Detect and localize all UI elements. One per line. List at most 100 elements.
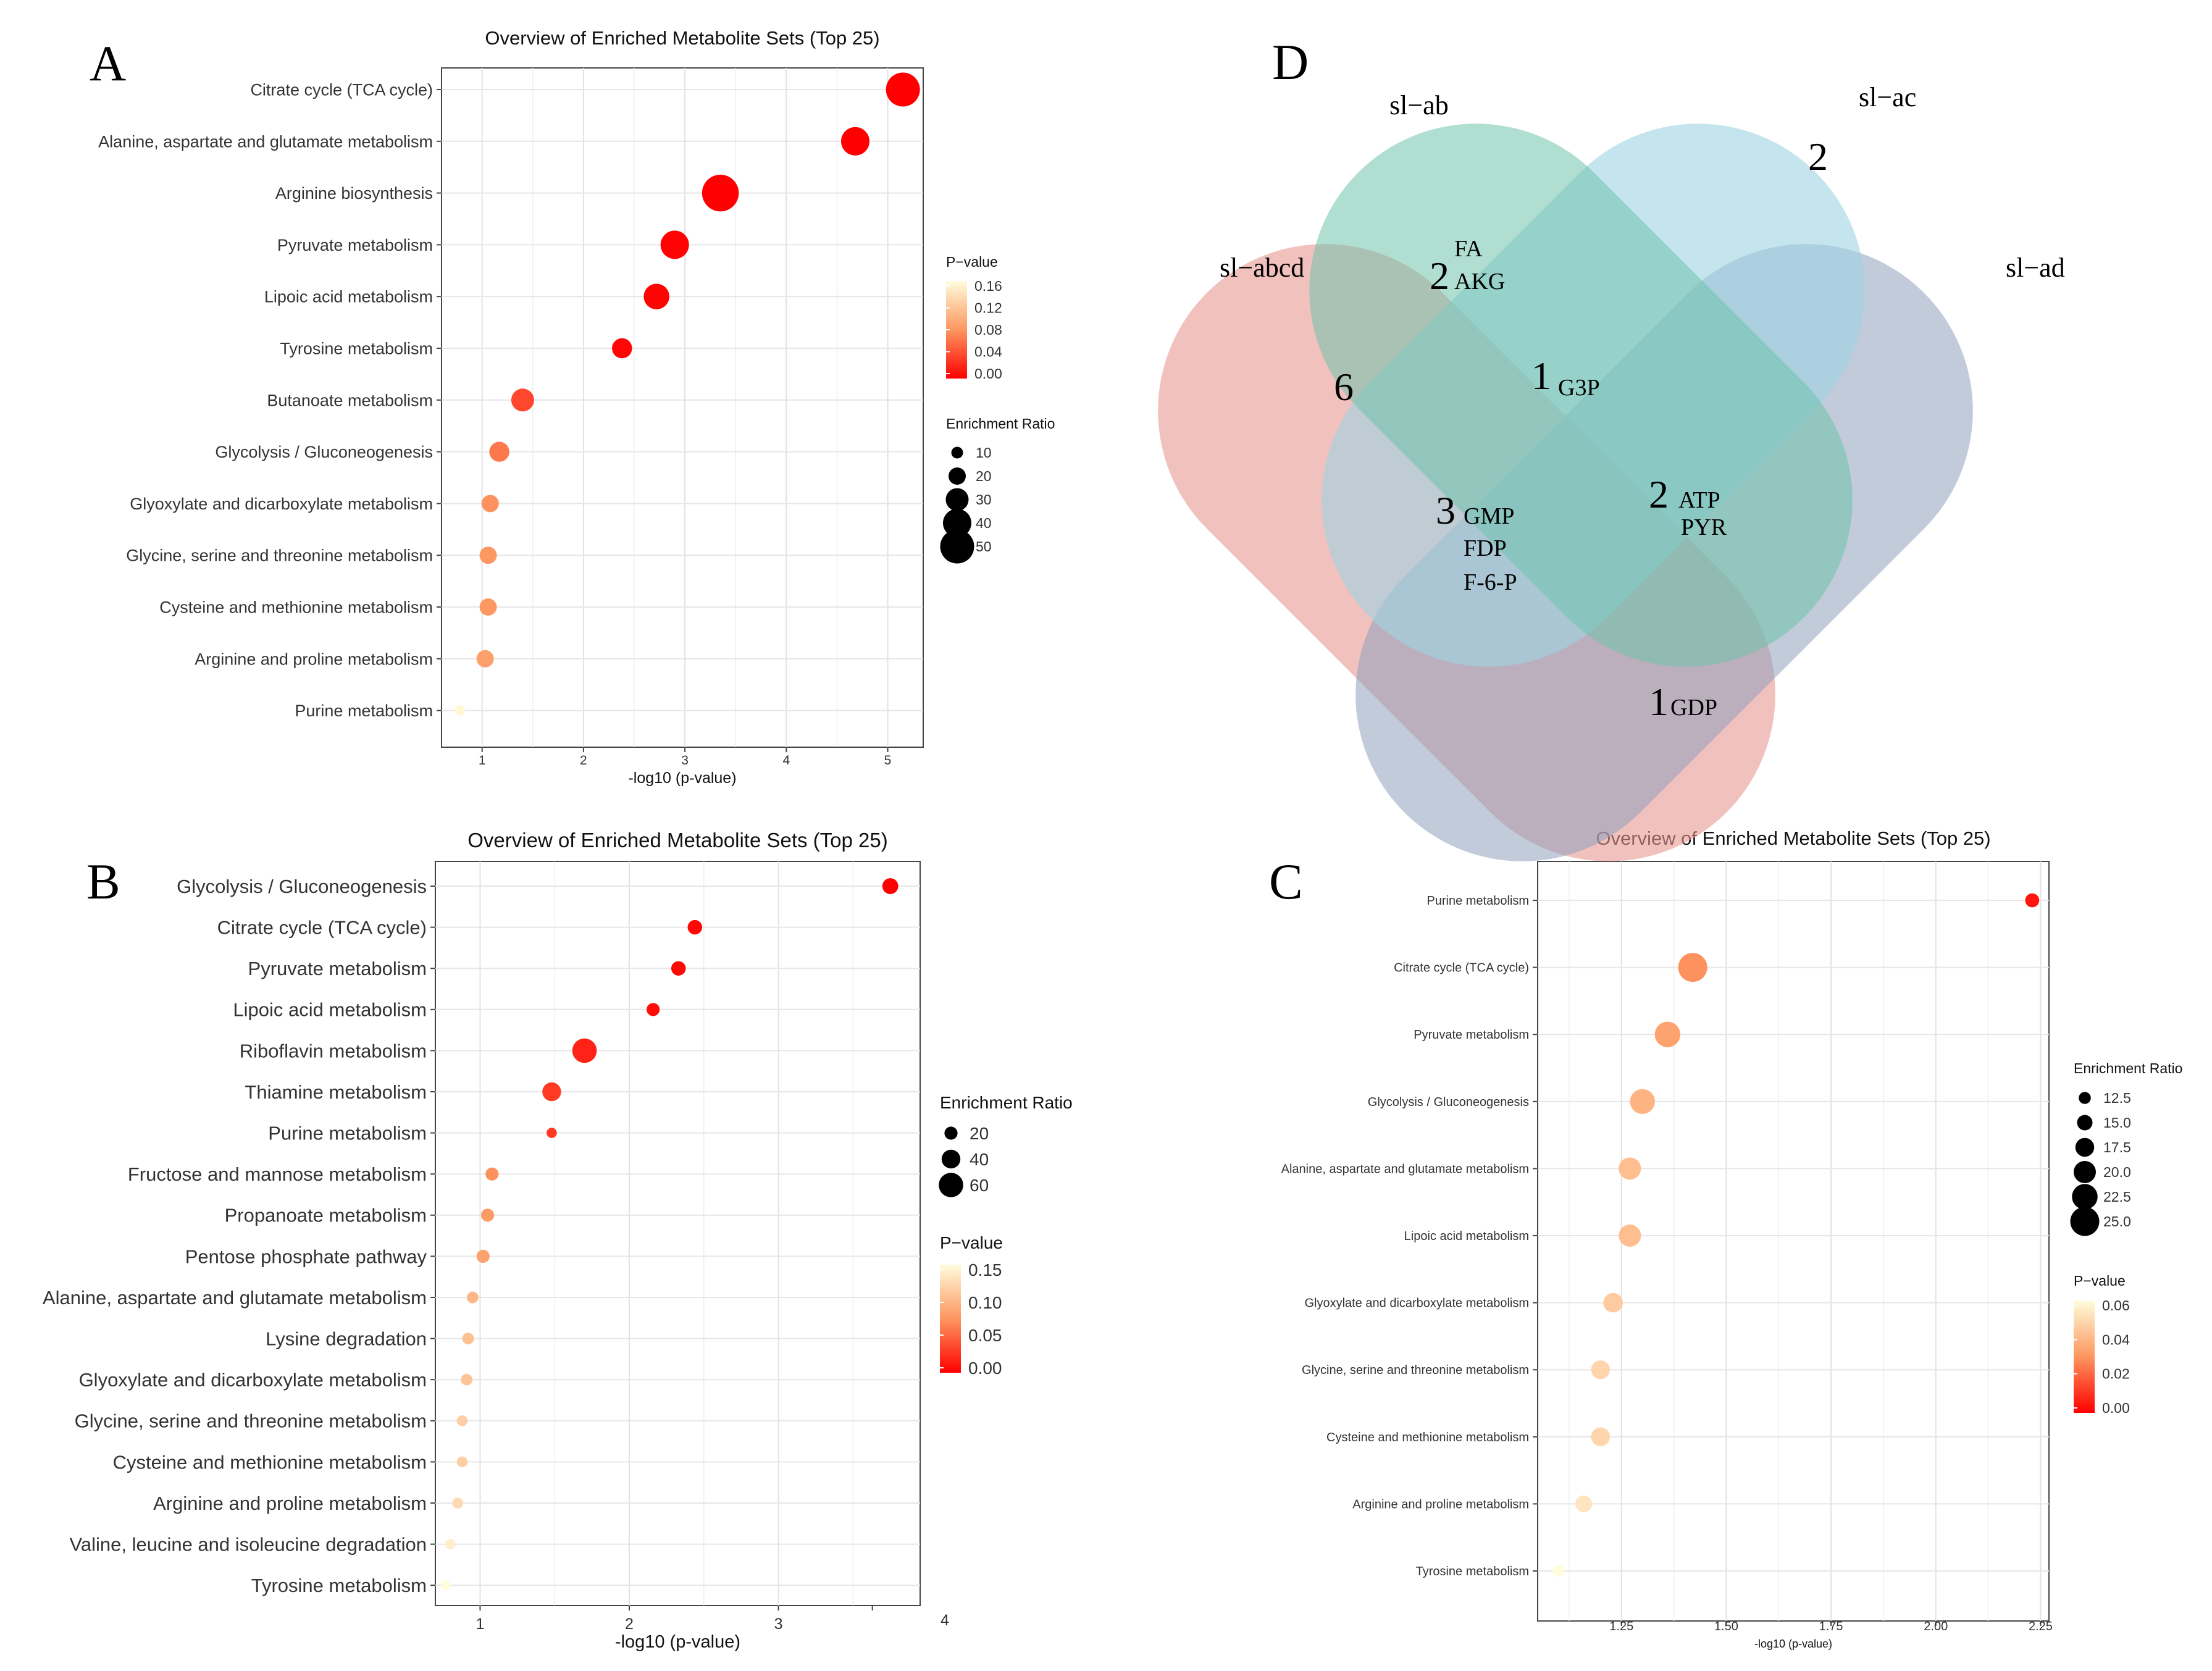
panel-b-category-label: Pentose phosphate pathway <box>185 1246 427 1267</box>
panel-b-plot-area <box>435 861 921 1606</box>
panel-c-size-legend-label: 12.5 <box>2103 1090 2131 1106</box>
panel-a-x-tick-label: 1 <box>479 753 486 768</box>
venn-count-bottom: 1 <box>1649 680 1669 724</box>
panel-c-x-tick-label: 1.75 <box>1819 1620 1843 1633</box>
panel-b-x-tick-label: 4 <box>941 1612 949 1629</box>
venn-metabolite-f6p: F-6-P <box>1464 569 1517 595</box>
panel-a-data-point <box>612 338 632 359</box>
panel-b-data-point <box>466 1291 479 1304</box>
panel-c-size-legend-label: 22.5 <box>2103 1189 2131 1205</box>
panel-c-size-legend-dot <box>2075 1137 2095 1157</box>
panel-c-category-label: Pyruvate metabolism <box>1414 1028 1529 1042</box>
panel-c-data-point <box>1619 1157 1641 1180</box>
venn-metabolite-atp: ATP <box>1678 487 1720 513</box>
panel-a-size-legend-dot <box>943 509 971 537</box>
panel-a-colorbar-label: 0.12 <box>974 300 1002 316</box>
panel-c-category-label: Arginine and proline metabolism <box>1352 1497 1529 1511</box>
chart-panel-a: Overview of Enriched Metabolite Sets (To… <box>98 27 1055 787</box>
panel-c-data-point <box>1619 1225 1641 1247</box>
panel-a-category-label: Glyoxylate and dicarboxylate metabolism <box>130 495 433 513</box>
panel-a-size-legend-title: Enrichment Ratio <box>946 416 1055 432</box>
venn-metabolite-gmp: GMP <box>1464 503 1514 529</box>
panel-a-category-label: Glycine, serine and threonine metabolism <box>126 547 433 565</box>
panel-letter-c: C <box>1269 853 1303 910</box>
panel-a-size-legend-label: 40 <box>976 515 992 531</box>
venn-count-abcd-only: 6 <box>1334 365 1354 409</box>
panel-b-colorbar-label: 0.05 <box>968 1326 1002 1345</box>
panel-b-data-point <box>687 919 703 935</box>
panel-c-data-point <box>1591 1360 1611 1380</box>
panel-c-x-tick-label: 2.00 <box>1924 1620 1948 1633</box>
panel-a-data-point <box>479 547 497 564</box>
venn-set-label-sl-ab: sl−ab <box>1389 90 1449 120</box>
panel-c-colorbar-label: 0.02 <box>2102 1366 2130 1382</box>
panel-a-size-legend-dot <box>949 467 966 485</box>
panel-b-data-point <box>485 1167 499 1181</box>
panel-b-category-label: Glyoxylate and dicarboxylate metabolism <box>79 1369 427 1391</box>
panel-c-category-label: Lipoic acid metabolism <box>1404 1229 1529 1243</box>
panel-b-category-label: Glycolysis / Gluconeogenesis <box>177 876 427 897</box>
panel-c-data-point <box>1575 1495 1593 1512</box>
panel-a-size-legend-dot <box>951 446 963 459</box>
panel-a-x-tick-label: 2 <box>580 753 587 768</box>
panel-c-x-tick-label: 1.25 <box>1609 1620 1633 1633</box>
panel-b-data-point <box>456 1456 468 1468</box>
panel-a-size-legend-label: 20 <box>976 468 992 484</box>
panel-letter-b: B <box>86 853 120 910</box>
venn-metabolite-gdp: GDP <box>1670 695 1717 721</box>
panel-c-data-point <box>1630 1089 1655 1115</box>
panel-c-colorbar-label: 0.04 <box>2102 1331 2130 1347</box>
panel-c-size-legend-label: 17.5 <box>2103 1139 2131 1155</box>
panel-c-category-label: Tyrosine metabolism <box>1416 1565 1529 1578</box>
panel-a-size-legend-dot <box>940 529 974 564</box>
venn-set-label-sl-abcd: sl−abcd <box>1220 253 1304 283</box>
venn-ellipse-sl-ac <box>1309 124 1853 667</box>
panel-b-data-point <box>462 1333 474 1345</box>
chart-panel-b: Overview of Enriched Metabolite Sets (To… <box>43 829 1073 1652</box>
venn-metabolite-g3p: G3P <box>1558 375 1600 401</box>
panel-c-category-label: Glycine, serine and threonine metabolism <box>1302 1363 1529 1377</box>
venn-metabolite-akg: AKG <box>1454 269 1505 295</box>
panel-a-data-point <box>886 72 920 107</box>
panel-c-data-point <box>1654 1021 1681 1047</box>
panel-b-category-label: Riboflavin metabolism <box>240 1040 427 1062</box>
panel-b-size-legend-label: 20 <box>970 1124 989 1143</box>
panel-a-data-point <box>840 127 869 156</box>
venn-metabolite-fa: FA <box>1454 236 1483 262</box>
panel-a-size-legend-label: 30 <box>976 492 992 508</box>
panel-c-category-label: Purine metabolism <box>1426 894 1529 908</box>
panel-a-x-tick-label: 5 <box>884 753 892 768</box>
panel-c-data-point <box>1552 1565 1565 1577</box>
panel-b-x-tick-label: 3 <box>774 1615 783 1633</box>
panel-b-colorbar-label: 0.10 <box>968 1293 1002 1312</box>
panel-b-data-point <box>476 1249 490 1263</box>
venn-set-label-sl-ad: sl−ad <box>2006 253 2065 283</box>
panel-c-category-label: Glycolysis / Gluconeogenesis <box>1368 1095 1529 1109</box>
panel-a-category-label: Arginine biosynthesis <box>275 184 433 203</box>
panel-a-category-label: Glycolysis / Gluconeogenesis <box>215 443 433 461</box>
panel-b-size-legend-dot <box>944 1126 958 1140</box>
panel-b-data-point <box>452 1497 463 1509</box>
panel-b-chart-title: Overview of Enriched Metabolite Sets (To… <box>467 829 887 852</box>
panel-c-plot-area <box>1537 861 2050 1622</box>
venn-set-label-sl-ac: sl−ac <box>1859 82 1916 112</box>
panel-b-category-label: Fructose and mannose metabolism <box>128 1163 427 1185</box>
panel-b-data-point <box>547 1128 557 1138</box>
panel-c-category-label: Citrate cycle (TCA cycle) <box>1394 961 1529 975</box>
panel-a-category-label: Citrate cycle (TCA cycle) <box>250 80 433 99</box>
panel-a-data-point <box>511 388 534 412</box>
venn-diagram: sl−ab sl−ac sl−abcd sl−ad 2 6 2 FA AKG 1… <box>1158 82 2065 861</box>
panel-c-colorbar-label: 0.06 <box>2102 1297 2130 1313</box>
panel-b-category-label: Cysteine and methionine metabolism <box>113 1451 427 1473</box>
panel-c-data-point <box>2025 893 2040 908</box>
venn-count-ac-only: 2 <box>1808 135 1828 178</box>
panel-a-chart-title: Overview of Enriched Metabolite Sets (To… <box>485 27 879 49</box>
panel-b-category-label: Pyruvate metabolism <box>248 958 427 979</box>
panel-b-category-label: Valine, leucine and isoleucine degradati… <box>69 1533 427 1555</box>
panel-c-size-legend-label: 20.0 <box>2103 1164 2131 1180</box>
panel-a-colorbar-label: 0.00 <box>974 366 1002 382</box>
panel-c-x-axis-label: -log10 (p-value) <box>1754 1638 1832 1650</box>
panel-b-data-point <box>671 961 686 976</box>
panel-a-colorbar-label: 0.04 <box>974 344 1002 360</box>
venn-count-center-bottom: 2 <box>1649 472 1669 516</box>
